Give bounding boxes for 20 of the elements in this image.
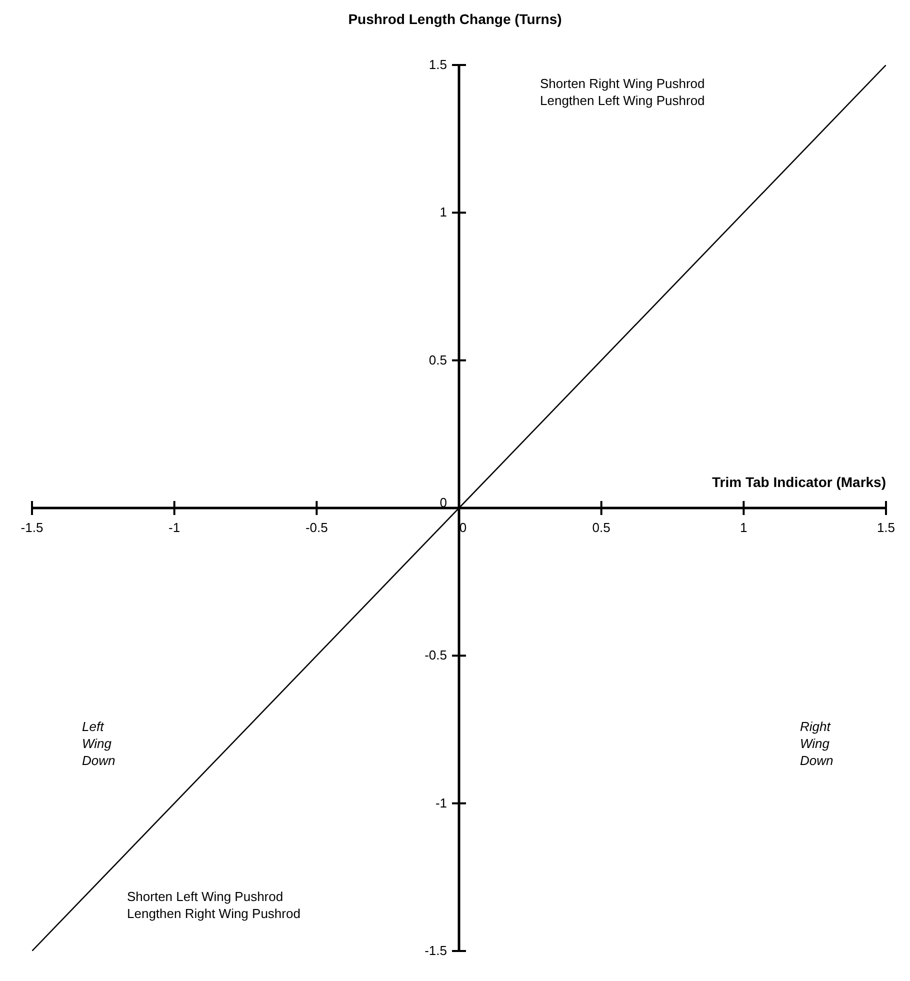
x-tick-label: -1 xyxy=(168,520,180,535)
y-tick-label: -1 xyxy=(435,795,447,810)
y-tick-label: 1.5 xyxy=(428,57,447,72)
y-tick-label: -0.5 xyxy=(424,648,447,663)
x-tick-label: 0 xyxy=(459,520,467,535)
annotation: Left Wing Down xyxy=(82,718,116,769)
x-tick-label: 0.5 xyxy=(592,520,610,535)
annotation: Right Wing Down xyxy=(800,718,834,769)
y-tick-label: -1.5 xyxy=(424,943,447,958)
x-tick-label: 1.5 xyxy=(876,520,896,535)
y-tick-label: 1 xyxy=(440,204,447,220)
x-axis-title: Trim Tab Indicator (Marks) xyxy=(712,474,886,490)
y-tick-label: 0.5 xyxy=(428,352,447,368)
x-tick-label: -0.5 xyxy=(305,520,328,535)
x-tick-label: 1 xyxy=(740,520,748,535)
y-tick-label: 0 xyxy=(440,495,447,510)
x-tick-label: -1.5 xyxy=(20,520,44,535)
annotation: Shorten Left Wing Pushrod Lengthen Right Wing Pushrod xyxy=(127,888,300,922)
y-axis-title: Pushrod Length Change (Turns) xyxy=(347,11,563,27)
annotation: Shorten Right Wing Pushrod Lengthen Left Wing Pushrod xyxy=(540,75,705,109)
